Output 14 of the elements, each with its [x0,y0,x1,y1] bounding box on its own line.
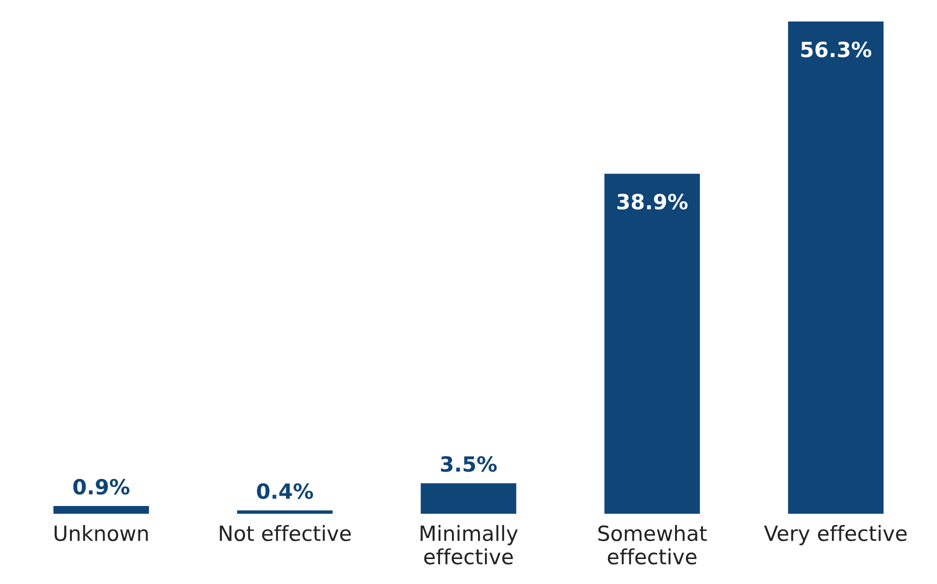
x-tick-label: Not effective [220,525,351,542]
data-label: 56.3% [801,42,872,58]
data-label: 38.9% [617,194,688,210]
x-tick-label: Unknown [54,525,148,542]
bar [604,174,700,514]
bar [420,483,516,514]
data-label: 0.9% [73,478,130,495]
bar [53,506,149,514]
x-tick-label: Very effective [764,525,907,546]
bar [788,22,884,514]
x-tick-label: Somewhat effective [598,525,707,564]
data-label: 3.5% [441,456,497,472]
data-label: 0.4% [256,483,314,499]
x-tick-label: Minimally effective [420,525,518,564]
